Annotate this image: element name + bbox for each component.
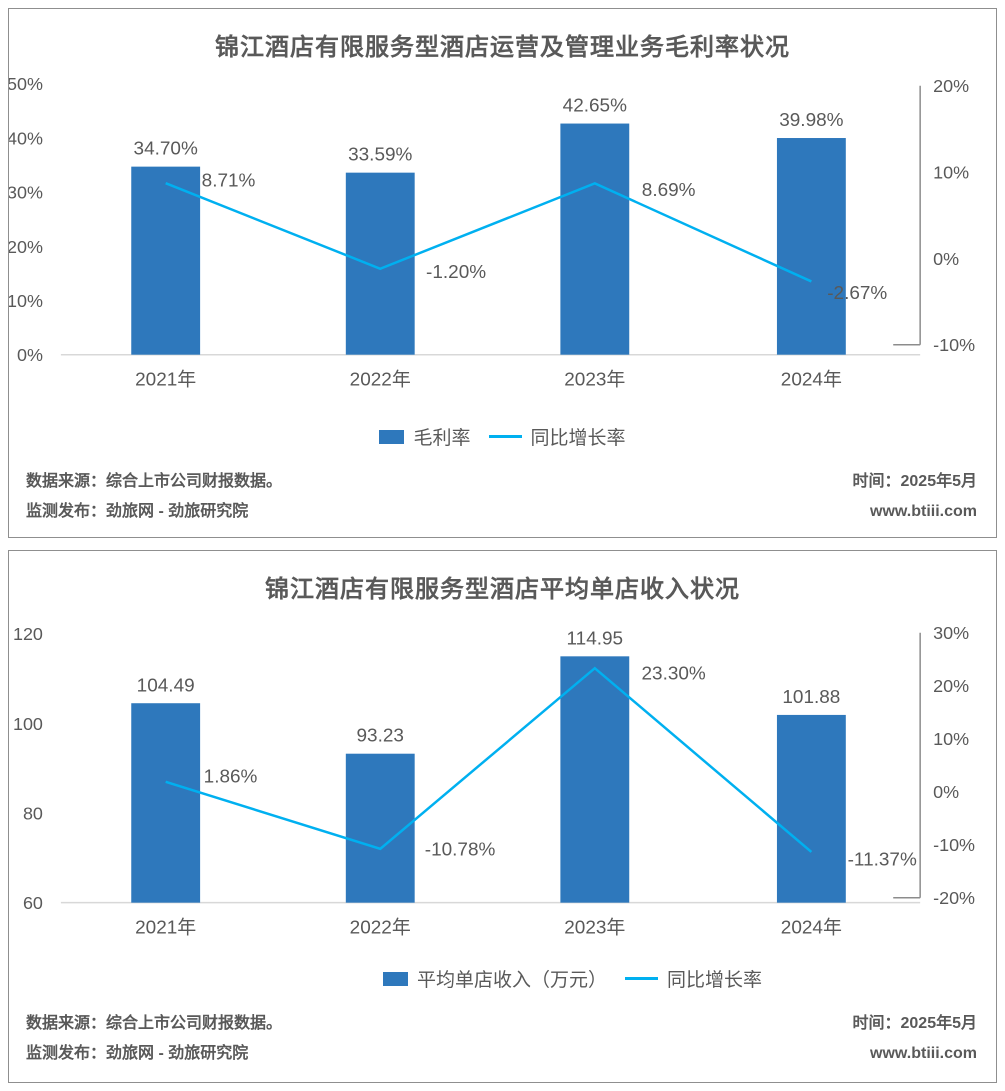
report-time-text: 时间：2025年5月 [852, 1015, 978, 1032]
right-axis-tick: -10% [933, 335, 975, 355]
bar-value-label: 33.59% [348, 145, 412, 166]
bar-2024年 [776, 138, 846, 355]
chart-legend: 平均单店收入（万元） 同比增长率 [79, 965, 996, 992]
line-swatch-icon [625, 977, 658, 980]
data-source-text: 数据来源：综合上市公司财报数据。 [26, 1015, 283, 1032]
line-value-label: 8.69% [642, 180, 696, 201]
legend-item-line-series: 同比增长率 [625, 965, 762, 992]
line-value-label: -11.37% [848, 849, 917, 870]
bar-value-label: 42.65% [563, 96, 627, 117]
avg-store-revenue-chart-card: 锦江酒店有限服务型酒店平均单店收入状况 60 80 100 120 -20% -10% 0%… [8, 550, 997, 1083]
bar-swatch-icon [379, 429, 405, 444]
chart-footer: 数据来源：综合上市公司财报数据。 监测发布：劲旅网 - 劲旅研究院 时间：202… [26, 1009, 977, 1069]
left-axis-tick: 60 [23, 893, 43, 913]
legend-label: 平均单店收入（万元） [416, 970, 607, 991]
left-axis-tick: 80 [23, 804, 43, 824]
right-axis-tick: 30% [933, 623, 969, 643]
x-axis-category-label: 2023年 [564, 917, 625, 939]
left-axis-tick: 100 [13, 714, 43, 734]
bar-2022年 [345, 172, 415, 355]
website-text: www.btiii.com [870, 503, 977, 520]
bar-value-label: 39.98% [779, 110, 843, 131]
right-axis-tick: 0% [933, 782, 959, 802]
line-value-label: 23.30% [642, 664, 706, 685]
legend-label: 同比增长率 [530, 428, 626, 449]
left-axis-tick: 40% [9, 128, 43, 148]
publisher-text: 监测发布：劲旅网 - 劲旅研究院 [26, 1045, 249, 1062]
legend-item-bar-series: 平均单店收入（万元） [382, 965, 607, 992]
line-value-label: 1.86% [204, 766, 258, 787]
right-axis-tick: 0% [933, 249, 959, 269]
bar-2021年 [131, 703, 201, 903]
website-text: www.btiii.com [870, 1045, 977, 1062]
legend-item-line-series: 同比增长率 [488, 423, 626, 450]
x-axis-category-label: 2021年 [135, 917, 196, 939]
right-axis-tick: -10% [933, 835, 975, 855]
left-axis-tick: 30% [9, 183, 43, 203]
line-value-label: -2.67% [827, 283, 887, 304]
bar-2023年 [560, 656, 630, 903]
left-axis-tick: 10% [9, 291, 43, 311]
bar-value-label: 114.95 [567, 628, 624, 649]
bar-value-label: 34.70% [134, 139, 198, 160]
legend-label: 同比增长率 [667, 970, 763, 991]
left-axis-tick: 120 [13, 624, 43, 644]
bar-2024年 [776, 714, 846, 903]
chart-title: 锦江酒店有限服务型酒店运营及管理业务毛利率状况 [215, 34, 790, 61]
x-axis-category-label: 2023年 [564, 369, 625, 391]
bar-swatch-icon [382, 971, 408, 986]
x-axis-category-label: 2022年 [350, 369, 411, 391]
bar-2023年 [560, 123, 630, 355]
line-value-label: -1.20% [426, 262, 486, 283]
chart-legend: 毛利率 同比增长率 [9, 423, 996, 450]
line-swatch-icon [488, 435, 522, 438]
publisher-text: 监测发布：劲旅网 - 劲旅研究院 [26, 503, 249, 520]
data-source-text: 数据来源：综合上市公司财报数据。 [26, 473, 283, 490]
gross-margin-chart-card: 锦江酒店有限服务型酒店运营及管理业务毛利率状况 0% 10% 20% 30% 40% 50… [8, 8, 997, 538]
x-axis-category-label: 2022年 [350, 917, 411, 939]
chart-footer: 数据来源：综合上市公司财报数据。 监测发布：劲旅网 - 劲旅研究院 时间：202… [26, 467, 977, 527]
line-series [165, 666, 813, 853]
bar-value-label: 104.49 [137, 675, 195, 696]
chart-title: 锦江酒店有限服务型酒店平均单店收入状况 [265, 576, 740, 603]
bar-value-label: 93.23 [357, 726, 404, 747]
right-axis-tick: 10% [933, 163, 969, 183]
x-axis-category-label: 2021年 [135, 369, 196, 391]
avg-store-revenue-combo-chart: 60 80 100 120 -20% -10% 0% 10% 20% 30% 104.49 2021年… [13, 623, 975, 939]
line-value-label: 8.71% [202, 171, 256, 192]
left-axis-tick: 50% [9, 74, 43, 94]
footer-left: 数据来源：综合上市公司财报数据。 监测发布：劲旅网 - 劲旅研究院 [26, 1009, 282, 1069]
gross-margin-combo-chart: 0% 10% 20% 30% 40% 50% -10% 0% 10% 20% 34.70% 2021年… [9, 74, 975, 391]
right-axis-tick: 10% [933, 729, 969, 749]
line-value-label: -10.78% [425, 839, 496, 860]
line-series [165, 182, 812, 283]
bar-value-label: 101.88 [782, 687, 840, 708]
bar-2021年 [131, 166, 201, 355]
x-axis-category-label: 2024年 [781, 917, 842, 939]
footer-left: 数据来源：综合上市公司财报数据。 监测发布：劲旅网 - 劲旅研究院 [26, 467, 282, 527]
footer-right: 时间：2025年5月 www.btiii.com [853, 467, 978, 527]
legend-label: 毛利率 [413, 428, 471, 449]
report-time-text: 时间：2025年5月 [852, 473, 978, 490]
x-axis-category-label: 2024年 [781, 369, 842, 391]
left-axis-tick: 20% [9, 237, 43, 257]
right-axis-tick: 20% [933, 676, 969, 696]
left-axis-tick: 0% [17, 345, 43, 365]
footer-right: 时间：2025年5月 www.btiii.com [853, 1009, 978, 1069]
legend-item-bar-series: 毛利率 [379, 423, 471, 450]
right-axis-tick: -20% [933, 888, 975, 908]
right-axis-tick: 20% [933, 76, 969, 96]
